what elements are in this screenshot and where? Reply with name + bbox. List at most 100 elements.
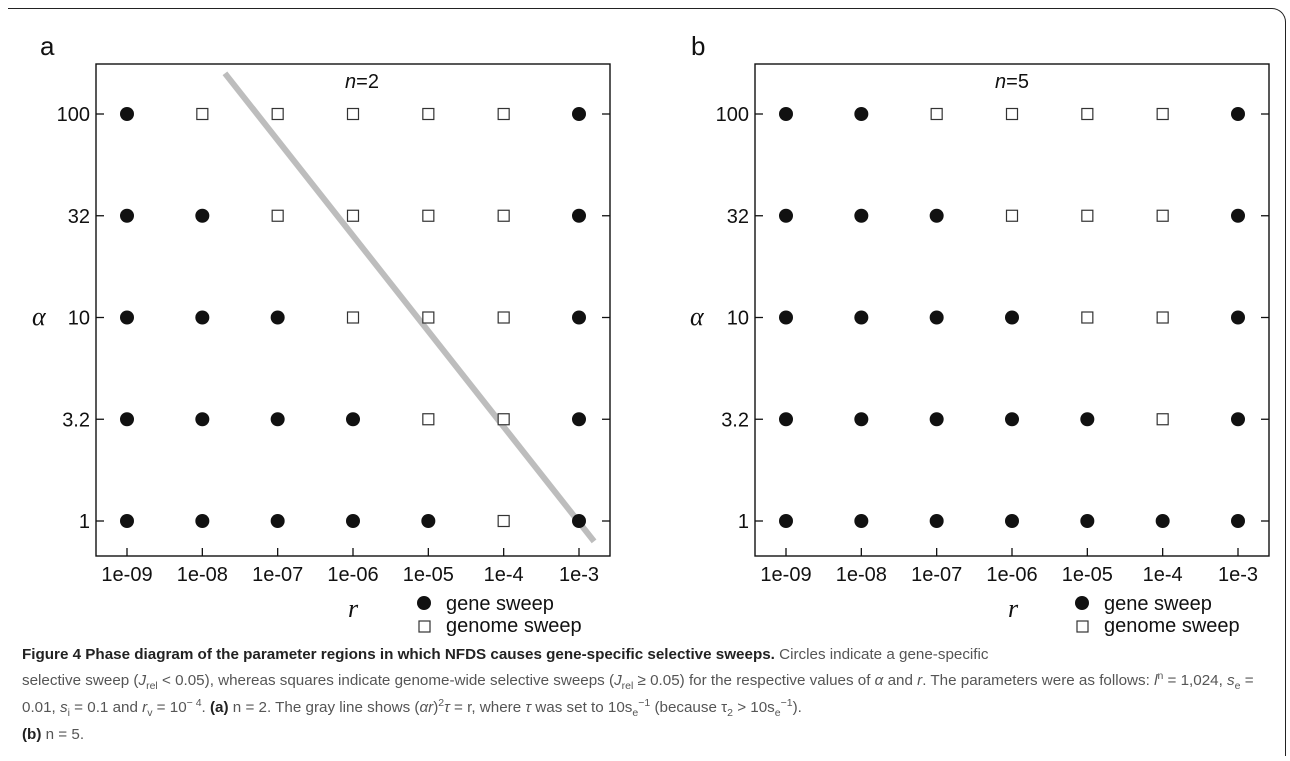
genome-sweep-point [497, 514, 510, 528]
panel-a-ylabel: α [32, 302, 47, 331]
y-tick-label: 100 [716, 104, 749, 126]
genome-sweep-point [1005, 209, 1019, 222]
genome-sweep-point [346, 209, 360, 222]
gene-sweep-point [120, 310, 134, 325]
gene-sweep-point [1231, 310, 1245, 325]
legend-genome-marker [1076, 620, 1089, 633]
reference-line [222, 71, 597, 544]
genome-sweep-point [1156, 107, 1169, 121]
genome-sweep-point [271, 107, 284, 121]
x-tick-label: 1e-3 [559, 564, 599, 586]
gene-sweep-point [1231, 412, 1245, 427]
gene-sweep-point [854, 107, 869, 121]
genome-sweep-point [346, 311, 360, 324]
gene-sweep-point [120, 412, 134, 427]
genome-sweep-point [1081, 209, 1094, 222]
x-tick-label: 1e-05 [403, 564, 454, 586]
y-tick-label: 10 [727, 308, 749, 330]
y-tick-label: 1 [738, 511, 749, 533]
legend-gene-marker [417, 596, 431, 610]
panel-b-ylabel: α [690, 302, 705, 331]
gene-sweep-point [195, 412, 210, 427]
y-tick-label: 32 [727, 206, 749, 228]
gene-sweep-point [854, 310, 869, 325]
gene-sweep-point [421, 514, 436, 528]
gene-sweep-point [270, 310, 285, 325]
x-tick-label: 1e-06 [986, 564, 1037, 586]
gene-sweep-point [572, 514, 586, 528]
gene-sweep-point [854, 208, 869, 223]
figure-frame [8, 8, 1286, 756]
gene-sweep-point [779, 310, 793, 325]
genome-sweep-point [497, 311, 510, 324]
genome-sweep-point [497, 413, 510, 426]
y-tick-label: 1 [79, 511, 90, 533]
panel-b-letter: b [691, 31, 705, 61]
genome-sweep-point [1081, 107, 1094, 121]
panel-a-ticks: 1e-09 1e-08 1e-07 1e-06 1e-05 1e-4 1e-3 1 3.2 10 3… [57, 104, 610, 586]
y-tick-label: 32 [68, 206, 90, 228]
gene-sweep-point [929, 514, 944, 528]
genome-sweep-point [1005, 107, 1019, 121]
legend-gene-label: gene sweep [446, 593, 554, 615]
gene-sweep-point [346, 412, 360, 427]
genome-sweep-point [346, 107, 360, 121]
panel-a: a n=2 α r 1e-09 1e-08 1e-07 1e-06 1e-05 1e-4 1… [32, 31, 611, 637]
panel-b-title-var: n [995, 71, 1006, 93]
gene-sweep-point [572, 412, 586, 427]
gene-sweep-point [779, 208, 793, 223]
gene-sweep-point [1005, 310, 1019, 325]
caption-heading: Figure 4 Phase diagram of the parameter … [22, 646, 775, 663]
legend-gene-label: gene sweep [1104, 593, 1212, 615]
y-tick-label: 10 [68, 308, 90, 330]
panel-b-legend: gene sweep genome sweep [1075, 593, 1240, 637]
x-tick-label: 1e-05 [1062, 564, 1113, 586]
panel-b-title-value: =5 [1006, 71, 1029, 93]
panel-a-plot-frame [95, 63, 611, 557]
x-tick-label: 1e-06 [327, 564, 378, 586]
gene-sweep-point [120, 208, 134, 223]
gene-sweep-point [1080, 514, 1095, 528]
x-tick-label: 1e-09 [760, 564, 811, 586]
x-tick-label: 1e-3 [1218, 564, 1258, 586]
genome-sweep-point [422, 413, 435, 426]
gene-sweep-point [1231, 208, 1245, 223]
y-tick-label: 3.2 [721, 409, 749, 431]
x-tick-label: 1e-07 [911, 564, 962, 586]
genome-sweep-point [422, 209, 435, 222]
legend-genome-label: genome sweep [1104, 615, 1240, 637]
genome-sweep-point [497, 209, 510, 222]
genome-sweep-point [1156, 209, 1169, 222]
genome-sweep-point [422, 107, 435, 121]
legend-gene-marker [1075, 596, 1089, 610]
genome-sweep-point [1081, 311, 1094, 324]
panel-b-plot-frame [754, 63, 1270, 557]
x-tick-label: 1e-08 [836, 564, 887, 586]
gene-sweep-point [854, 412, 869, 427]
x-tick-label: 1e-4 [1143, 564, 1183, 586]
panel-a-title: n=2 [345, 71, 379, 93]
genome-sweep-point [422, 311, 435, 324]
figure-charts: a n=2 α r 1e-09 1e-08 1e-07 1e-06 1e-05 1e-4 1… [32, 31, 1270, 637]
x-tick-label: 1e-07 [252, 564, 303, 586]
x-tick-label: 1e-09 [101, 564, 152, 586]
y-tick-label: 3.2 [62, 409, 90, 431]
gene-sweep-point [572, 107, 586, 121]
gene-sweep-point [270, 412, 285, 427]
panel-b-xlabel: r [1008, 594, 1019, 623]
gene-sweep-point [929, 412, 944, 427]
gene-sweep-point [120, 514, 134, 528]
gene-sweep-point [779, 412, 793, 427]
gene-sweep-point [270, 514, 285, 528]
gene-sweep-point [1005, 514, 1019, 528]
genome-sweep-point [1156, 413, 1169, 426]
x-tick-label: 1e-08 [177, 564, 228, 586]
panel-a-letter: a [40, 31, 55, 61]
genome-sweep-point [196, 107, 209, 121]
gene-sweep-point [1080, 412, 1095, 427]
gene-sweep-point [346, 514, 360, 528]
gene-sweep-point [572, 310, 586, 325]
legend-genome-marker [418, 620, 431, 633]
panel-a-points [120, 107, 586, 528]
panel-a-title-var: n [345, 71, 356, 93]
